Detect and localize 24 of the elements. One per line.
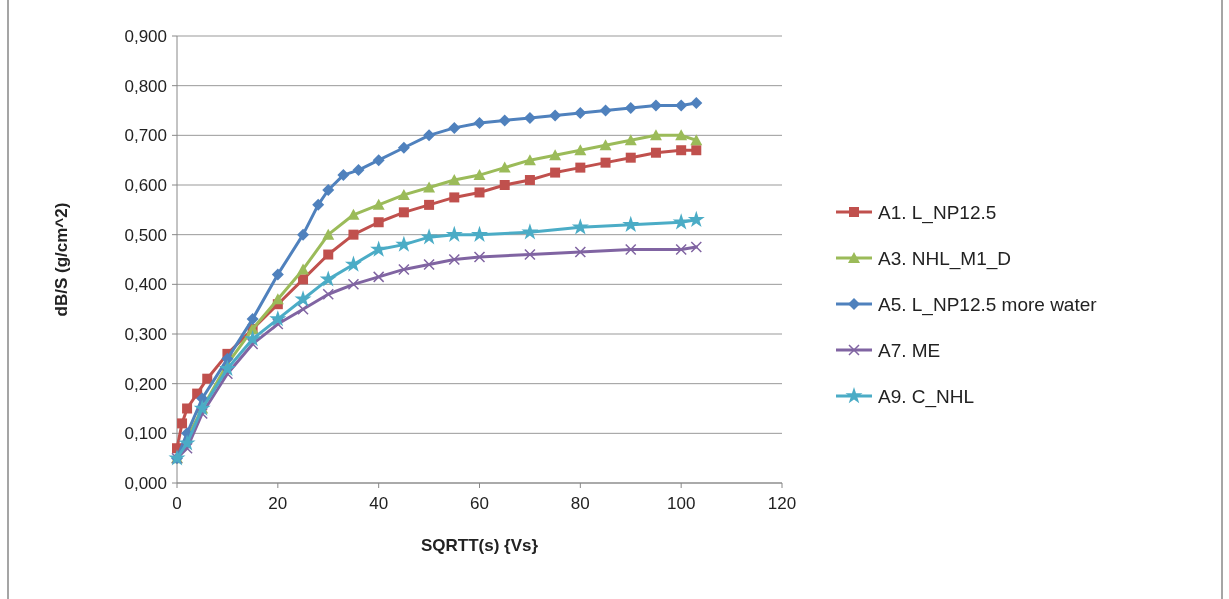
y-tick-label: 0,100	[124, 424, 167, 444]
y-tick-label: 0,700	[124, 126, 167, 146]
y-tick-label: 0,300	[124, 324, 167, 344]
x-tick-label: 80	[570, 494, 590, 513]
y-tick-label: 0,500	[124, 225, 167, 245]
legend-label: A9. C_NHL	[878, 385, 975, 408]
legend-label: A1. L_NP12.5	[878, 201, 997, 224]
y-tick-label: 0,200	[124, 374, 167, 394]
x-tick-label: 100	[666, 494, 696, 513]
x-axis-title: SQRTT(s) {Vs}	[420, 536, 539, 555]
y-tick-label: 0,800	[124, 76, 167, 96]
y-tick-label: 0,900	[124, 26, 167, 46]
x-tick-label: 20	[268, 494, 288, 513]
y-tick-label: 0,400	[124, 275, 167, 295]
x-tick-label: 120	[767, 494, 797, 513]
y-tick-label: 0,000	[124, 473, 167, 493]
x-tick-label: 60	[470, 494, 489, 513]
legend-label: A7. ME	[878, 339, 941, 361]
x-tick-label: 0	[172, 494, 182, 513]
y-tick-label: 0,600	[124, 175, 167, 195]
x-tick-label: 40	[369, 494, 389, 513]
legend-label: A5. L_NP12.5 more water	[878, 293, 1098, 316]
legend-label: A3. NHL_M1_D	[878, 247, 1012, 270]
y-axis-title: dB/S (g/cm^2)	[52, 202, 71, 317]
